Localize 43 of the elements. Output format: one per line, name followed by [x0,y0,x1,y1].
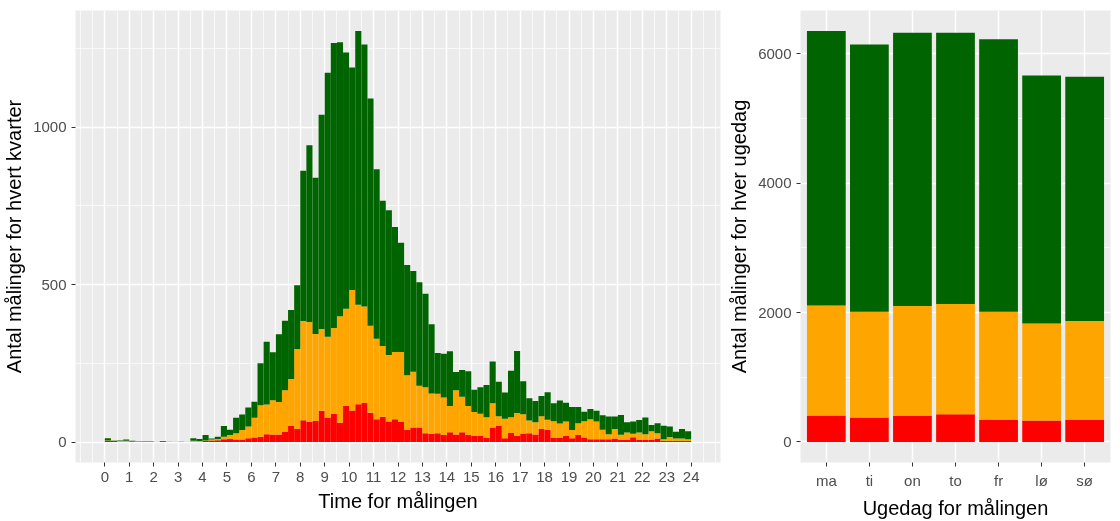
y-tick-label: 4000 [758,174,792,192]
y-axis-title: Antal målinger for hver ugedag [728,99,751,374]
x-tick-label: fr [993,471,1004,489]
x-tick-label: 13 [414,467,431,485]
x-tick-label: 21 [609,467,627,485]
x-tick-label: 14 [438,467,456,485]
x-tick-label: 15 [462,467,480,485]
x-tick-label: 16 [487,467,505,485]
x-tick-label: to [949,471,962,489]
x-tick-label: 3 [173,467,183,485]
x-tick-label: 6 [247,467,256,485]
y-tick-label: 0 [783,432,792,450]
x-tick-label: 11 [365,467,382,485]
y-tick-label: 500 [41,275,67,293]
y-tick-label: 6000 [758,44,792,62]
x-tick-label: 9 [320,467,329,485]
x-tick-label: ti [865,471,874,489]
x-tick-label: on [904,471,921,489]
y-tick-label: 2000 [758,303,792,321]
x-tick-label: 12 [389,467,407,485]
x-tick-label: 22 [633,467,651,485]
x-tick-label: 1 [125,467,134,485]
x-tick-label: 24 [682,467,700,485]
y-tick-label: 1000 [33,118,67,136]
x-tick-label: 8 [296,467,305,485]
x-tick-label: 5 [222,467,232,485]
x-tick-label: 2 [149,467,158,485]
y-tick-label: 0 [58,433,67,451]
x-tick-label: 23 [658,467,676,485]
x-tick-label: ma [815,471,838,489]
x-tick-label: lø [1035,471,1048,489]
x-tick-label: 10 [340,467,358,485]
x-tick-label: 0 [100,467,109,485]
y-axis-title: Antal målinger for hvert kvarter [3,99,26,374]
x-tick-label: 4 [198,467,207,485]
x-tick-label: 7 [271,467,281,485]
x-tick-label: 18 [536,467,553,485]
x-tick-label: 20 [585,467,602,485]
x-tick-label: sø [1076,471,1094,489]
x-axis-title: Time for målingen [318,489,478,512]
x-tick-label: 19 [560,467,578,485]
x-tick-label: 17 [511,467,529,485]
x-axis-title: Ugedag for målingen [862,496,1049,519]
